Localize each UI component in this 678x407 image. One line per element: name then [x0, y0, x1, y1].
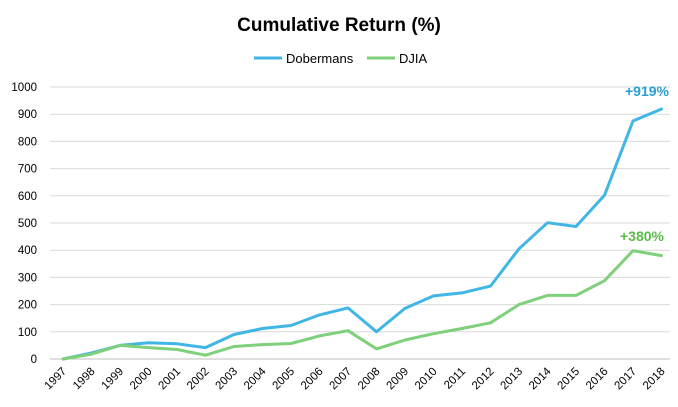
- x-tick-label: 2018: [641, 366, 668, 393]
- chart-title: Cumulative Return (%): [237, 15, 441, 36]
- x-tick-label: 2016: [584, 366, 611, 393]
- x-tick-label: 2012: [470, 366, 497, 393]
- x-tick-label: 2009: [385, 366, 412, 393]
- legend-label: DJIA: [399, 51, 428, 66]
- end-value-label: +919%: [625, 83, 670, 99]
- series-line-djia: [61, 249, 663, 361]
- series-line-dobermans: [61, 107, 663, 361]
- y-tick-label: 100: [18, 327, 37, 339]
- x-tick-label: 2002: [185, 366, 212, 393]
- gridlines: [50, 86, 670, 360]
- x-tick-label: 2000: [128, 366, 155, 393]
- x-tick-label: 1998: [71, 366, 98, 393]
- x-tick-label: 2006: [299, 366, 326, 393]
- x-tick-label: 2005: [271, 366, 298, 393]
- x-tick-label: 2001: [157, 366, 184, 393]
- x-tick-label: 1997: [43, 366, 70, 393]
- y-tick-label: 0: [31, 354, 37, 366]
- x-tick-label: 2014: [527, 365, 554, 392]
- series-group: [61, 107, 663, 361]
- x-tick-label: 2004: [242, 365, 269, 392]
- end-value-label: +380%: [620, 228, 665, 244]
- legend: Dobermans DJIA: [254, 51, 428, 66]
- annotations: +919% +380%: [620, 83, 670, 244]
- x-tick-label: 1999: [100, 366, 127, 393]
- y-tick-label: 700: [18, 164, 37, 176]
- x-tick-label: 2010: [413, 366, 440, 393]
- x-tick-label: 2011: [442, 366, 468, 392]
- y-tick-label: 900: [18, 109, 37, 121]
- y-axis: 0 100 200 300 400 500 600 700 800 900 1000: [11, 82, 37, 366]
- y-tick-label: 400: [18, 245, 37, 257]
- y-tick-label: 500: [18, 218, 37, 230]
- x-tick-label: 2017: [613, 366, 640, 393]
- x-axis: 1997 1998 1999 2000 2001 2002 2003 2004 2005 2006…: [43, 365, 668, 392]
- y-tick-label: 800: [18, 136, 37, 148]
- x-tick-label: 2013: [499, 366, 526, 393]
- x-tick-label: 2007: [328, 366, 355, 393]
- x-tick-label: 2003: [214, 366, 241, 393]
- y-tick-label: 1000: [11, 82, 37, 94]
- y-tick-label: 200: [18, 300, 37, 312]
- y-tick-label: 300: [18, 272, 37, 284]
- x-tick-label: 2015: [556, 366, 583, 393]
- y-tick-label: 600: [18, 191, 37, 203]
- x-tick-label: 2008: [356, 366, 383, 393]
- legend-label: Dobermans: [286, 51, 354, 66]
